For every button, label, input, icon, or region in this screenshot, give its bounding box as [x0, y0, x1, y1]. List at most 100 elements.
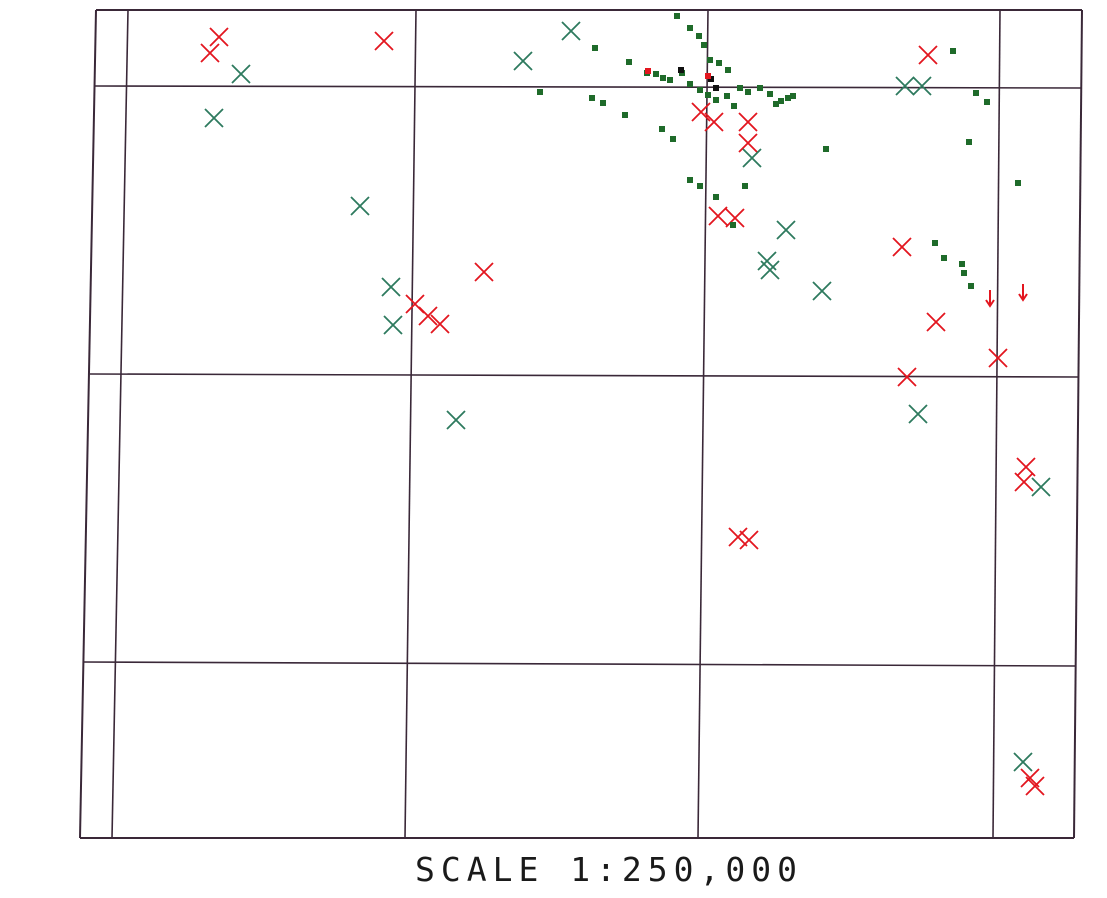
- black-dot-marker: [678, 67, 684, 73]
- green-dot-marker: [745, 89, 751, 95]
- red-x-marker: [739, 530, 759, 550]
- green-x-marker: [350, 196, 370, 216]
- green-dot-marker: [767, 91, 773, 97]
- red-x-marker: [988, 348, 1008, 368]
- grid-line-vertical-1: [404, 9, 417, 839]
- green-dot-marker: [687, 81, 693, 87]
- red-x-marker: [1025, 776, 1045, 796]
- green-dot-marker: [724, 93, 730, 99]
- green-dot-marker: [713, 194, 719, 200]
- red-x-marker: [200, 43, 220, 63]
- red-x-marker: [691, 102, 711, 122]
- green-dot-marker: [600, 100, 606, 106]
- green-dot-marker: [653, 71, 659, 77]
- green-x-marker: [513, 51, 533, 71]
- green-dot-marker: [984, 99, 990, 105]
- red-arrow-marker: [1018, 284, 1028, 302]
- green-dot-marker: [1015, 180, 1021, 186]
- red-x-marker: [708, 206, 728, 226]
- map-grid: [79, 9, 1083, 839]
- green-dot-marker: [737, 85, 743, 91]
- green-dot-marker: [697, 183, 703, 189]
- red-x-marker: [704, 112, 724, 132]
- green-dot-marker: [773, 101, 779, 107]
- green-dot-marker: [705, 92, 711, 98]
- red-x-marker: [430, 314, 450, 334]
- map-frame-right: [1073, 9, 1083, 839]
- green-x-marker: [812, 281, 832, 301]
- green-dot-marker: [592, 45, 598, 51]
- green-dot-marker: [731, 103, 737, 109]
- map-inner-left-border: [111, 9, 129, 839]
- green-dot-marker: [667, 77, 673, 83]
- grid-line-vertical-2: [697, 9, 709, 839]
- green-x-marker: [381, 277, 401, 297]
- green-x-marker: [1031, 477, 1051, 497]
- green-dot-marker: [932, 240, 938, 246]
- green-dot-marker: [961, 270, 967, 276]
- green-dot-marker: [968, 283, 974, 289]
- red-x-marker: [418, 306, 438, 326]
- map-markers: [200, 13, 1051, 796]
- green-dot-marker: [959, 261, 965, 267]
- red-x-marker: [738, 112, 758, 132]
- red-x-marker: [374, 31, 394, 51]
- green-dot-marker: [687, 177, 693, 183]
- grid-line-horizontal-3: [82, 661, 1077, 667]
- red-arrow-marker: [985, 290, 995, 308]
- red-x-marker: [892, 237, 912, 257]
- green-dot-marker: [687, 25, 693, 31]
- red-x-marker: [926, 312, 946, 332]
- green-x-marker: [561, 21, 581, 41]
- green-x-marker: [231, 64, 251, 84]
- green-dot-marker: [742, 183, 748, 189]
- black-dot-marker: [713, 85, 719, 91]
- red-x-marker: [918, 45, 938, 65]
- green-dot-marker: [941, 255, 947, 261]
- green-x-marker: [908, 404, 928, 424]
- green-dot-marker: [757, 85, 763, 91]
- grid-line-horizontal-2: [89, 373, 1079, 378]
- green-dot-marker: [790, 93, 796, 99]
- green-dot-marker: [966, 139, 972, 145]
- red-x-marker: [728, 527, 748, 547]
- green-dot-marker: [670, 136, 676, 142]
- red-x-marker: [725, 208, 745, 228]
- map-scale-label: SCALE 1:250,000: [414, 850, 803, 889]
- green-dot-marker: [626, 59, 632, 65]
- green-x-marker: [204, 108, 224, 128]
- green-dot-marker: [707, 57, 713, 63]
- green-dot-marker: [659, 126, 665, 132]
- green-dot-marker: [674, 13, 680, 19]
- green-x-marker: [912, 76, 932, 96]
- green-dot-marker: [696, 33, 702, 39]
- grid-line-horizontal-1: [94, 85, 1083, 89]
- red-dot-marker: [705, 73, 711, 79]
- green-dot-marker: [622, 112, 628, 118]
- green-dot-marker: [660, 75, 666, 81]
- red-x-marker: [1014, 472, 1034, 492]
- green-dot-marker: [785, 95, 791, 101]
- green-x-marker: [742, 148, 762, 168]
- grid-line-vertical-3: [992, 9, 1001, 839]
- green-x-marker: [383, 315, 403, 335]
- red-x-marker: [897, 367, 917, 387]
- green-dot-marker: [950, 48, 956, 54]
- green-dot-marker: [701, 42, 707, 48]
- green-dot-marker: [589, 95, 595, 101]
- red-x-marker: [209, 27, 229, 47]
- green-dot-marker: [697, 87, 703, 93]
- green-dot-marker: [973, 90, 979, 96]
- green-dot-marker: [778, 98, 784, 104]
- green-x-marker: [760, 260, 780, 280]
- red-x-marker: [738, 133, 758, 153]
- map-frame-left: [79, 9, 97, 839]
- green-dot-marker: [823, 146, 829, 152]
- green-dot-marker: [730, 222, 736, 228]
- green-x-marker: [776, 220, 796, 240]
- red-x-marker: [474, 262, 494, 282]
- green-x-marker: [1013, 752, 1033, 772]
- green-x-marker: [446, 410, 466, 430]
